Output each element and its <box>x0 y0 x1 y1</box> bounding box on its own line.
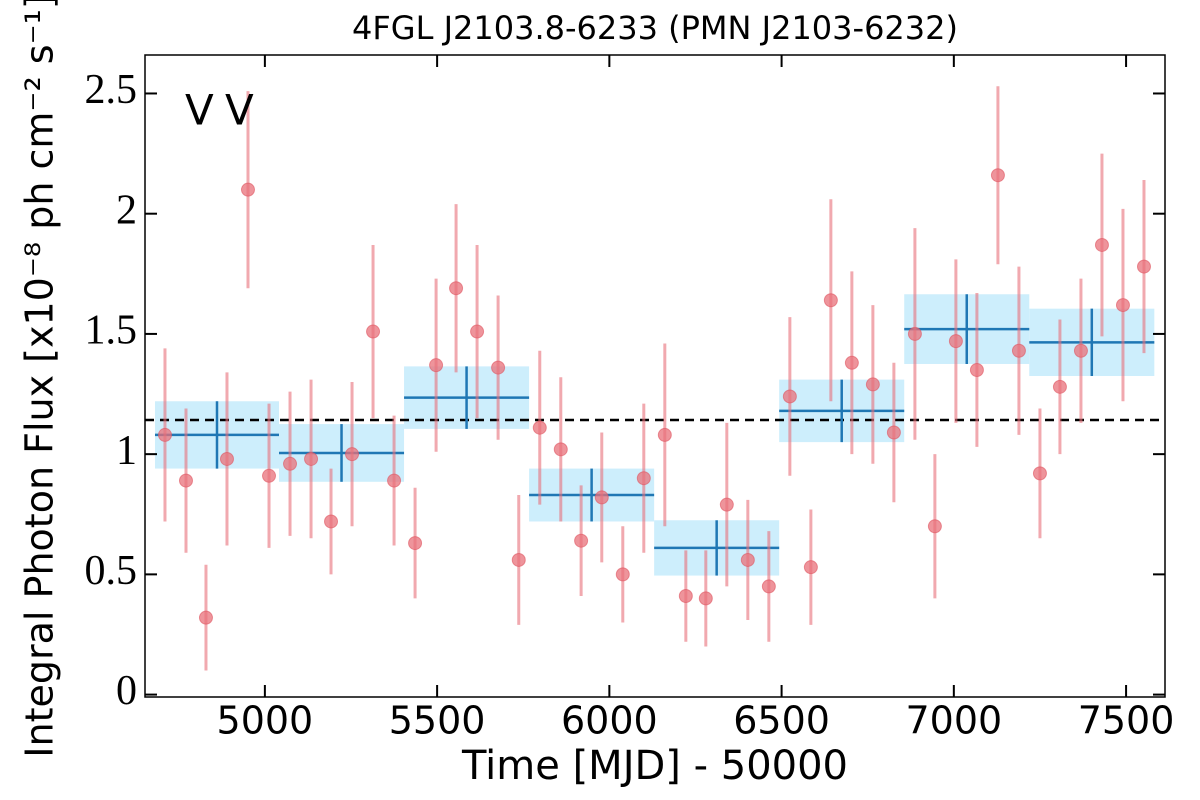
point <box>491 360 506 375</box>
plot-frame <box>144 54 1166 698</box>
point <box>366 324 381 339</box>
point <box>470 324 485 339</box>
point <box>449 281 464 296</box>
x-tick-label: 5500 <box>389 699 486 743</box>
x-tick-label: 5000 <box>217 699 314 743</box>
point <box>761 579 776 594</box>
point <box>969 362 984 377</box>
point <box>678 589 693 604</box>
point <box>865 377 880 392</box>
point <box>283 456 298 471</box>
point <box>823 293 838 308</box>
point <box>345 447 360 462</box>
point <box>1115 298 1130 313</box>
x-tick-label: 6000 <box>561 699 658 743</box>
point <box>594 490 609 505</box>
point <box>219 451 234 466</box>
point <box>198 610 213 625</box>
y-tick-label: 0.5 <box>85 548 138 594</box>
point <box>927 519 942 534</box>
point <box>324 514 339 529</box>
point <box>1073 343 1088 358</box>
y-tick-label: 2 <box>116 187 137 233</box>
point <box>1136 259 1151 274</box>
point <box>719 497 734 512</box>
point <box>990 168 1005 183</box>
point <box>1052 379 1067 394</box>
point <box>740 552 755 567</box>
y-tick-label: 2.5 <box>85 67 138 113</box>
annotation: V <box>185 86 214 135</box>
y-tick-label: 0 <box>116 668 137 714</box>
point <box>1094 237 1109 252</box>
point <box>782 389 797 404</box>
x-axis-label: Time [MJD] - 50000 <box>461 743 848 789</box>
point <box>574 533 589 548</box>
point <box>907 326 922 341</box>
point <box>240 182 255 197</box>
x-tick-label: 7500 <box>1078 699 1175 743</box>
point <box>803 560 818 575</box>
point <box>886 425 901 440</box>
point <box>304 451 319 466</box>
point <box>553 442 568 457</box>
y-axis-label: Integral Photon Flux [x10⁻⁸ ph cm⁻² s⁻¹] <box>18 0 62 758</box>
x-tick-label: 6500 <box>733 699 830 743</box>
point <box>157 427 172 442</box>
y-tick-label: 1 <box>116 428 137 474</box>
point <box>178 473 193 488</box>
point <box>429 358 444 373</box>
point <box>657 427 672 442</box>
x-tick-label: 7000 <box>905 699 1002 743</box>
point <box>1011 343 1026 358</box>
point <box>948 334 963 349</box>
y-tick-label: 1.5 <box>85 308 138 354</box>
point <box>532 420 547 435</box>
annotation: V <box>225 86 254 135</box>
point <box>262 468 277 483</box>
point <box>408 536 423 551</box>
point <box>615 567 630 582</box>
point <box>387 473 402 488</box>
point <box>844 355 859 370</box>
point <box>511 552 526 567</box>
chart-title: 4FGL J2103.8-6233 (PMN J2103-6232) <box>352 9 958 47</box>
point <box>636 471 651 486</box>
point <box>698 591 713 606</box>
point <box>1032 466 1047 481</box>
